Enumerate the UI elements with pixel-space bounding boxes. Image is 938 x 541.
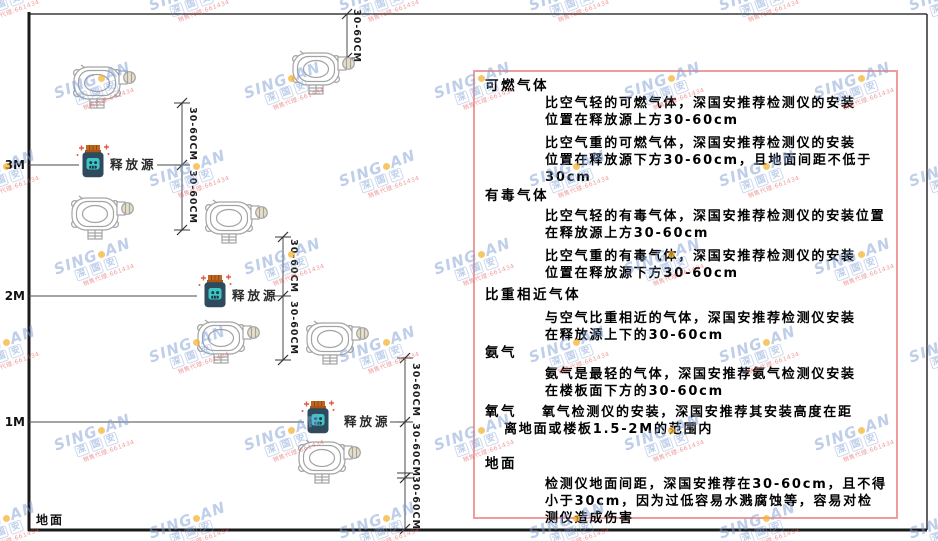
height-label-1m: 1M (5, 415, 25, 429)
dim-label: 30-60CM (187, 170, 198, 224)
paragraph: 比空气重的有毒气体，深国安推荐检测仪的安装 位置在释放源下方30-60cm (545, 249, 856, 281)
paragraph: 与空气比重相近的气体，深国安推荐检测仪安装 在释放源上下的30-60cm (545, 311, 856, 343)
paragraph: 氨气是最轻的气体，深国安推荐氨气检测仪安装 在楼板面下方的30-60cm (545, 367, 856, 399)
dim-label: 30-60CM (410, 363, 421, 417)
gas-detector-icon (306, 320, 369, 365)
section-heading-oxygen: 氧气 (485, 404, 517, 420)
release-source-label: 释放源 (232, 288, 279, 303)
release-source-icon (197, 273, 233, 308)
dim-label: 30-60CM (187, 107, 198, 161)
height-label-2m: 2M (5, 289, 25, 303)
dim-label: 30-60CM (410, 476, 421, 530)
release-source-label: 释放源 (110, 157, 157, 172)
gas-detector-icon (70, 195, 134, 240)
gas-detector-icon (197, 319, 260, 364)
dim-label: 30-60CM (410, 423, 421, 477)
paragraph: 比空气轻的有毒气体，深国安推荐检测仪的安装位置 在释放源上方30-60cm (545, 209, 886, 241)
section-heading-ammonia: 氨气 (485, 345, 517, 361)
dim-label: 30-60CM (288, 301, 299, 355)
paragraph: 检测仪地面间距，深国安推荐在30-60cm，且不得 小于30cm，因为过低容易水… (545, 477, 887, 526)
dim-label: 30-60CM (351, 9, 362, 63)
gas-detector-icon (205, 199, 268, 244)
section-heading-flammable: 可燃气体 (485, 78, 549, 94)
gas-detector-icon (298, 439, 361, 484)
paragraph: 比空气重的可燃气体，深国安推荐检测仪的安装 位置在释放源下方30-60cm，且地… (545, 136, 873, 185)
paragraph: 比空气轻的可燃气体，深国安推荐检测仪的安装 位置在释放源上方30-60cm (545, 96, 856, 128)
gas-detector-icon (72, 64, 136, 109)
section-heading-ground: 地面 (485, 456, 517, 472)
release-source-icon (75, 143, 111, 178)
height-label-3m: 3M (5, 158, 25, 172)
section-oxygen: 氧气 氧气检测仪的安装，深国安推荐其安装高度在距 离地面或楼板1.5-2M的范围内 (485, 404, 853, 437)
release-source-icon (300, 399, 336, 434)
instruction-panel: 可燃气体 比空气轻的可燃气体，深国安推荐检测仪的安装 位置在释放源上方30-60… (473, 70, 898, 526)
release-source-label: 释放源 (344, 414, 391, 429)
section-heading-similar-density: 比重相近气体 (485, 287, 581, 303)
section-heading-toxic: 有毒气体 (485, 188, 549, 204)
dim-label: 30-60CM (288, 239, 299, 293)
gas-detector-icon (292, 50, 355, 95)
ground-label: 地面 (36, 512, 64, 527)
